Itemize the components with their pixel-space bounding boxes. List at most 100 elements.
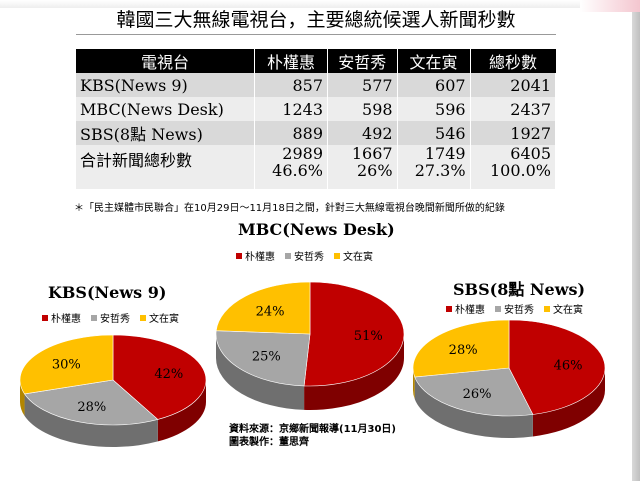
legend-item: 文在寅 — [140, 310, 179, 325]
pie-side-安哲秀 — [414, 376, 533, 438]
pie-side-朴槿惠 — [157, 380, 206, 442]
pie-side-朴槿惠 — [304, 334, 404, 410]
row-label: 合計新聞總秒數 — [76, 145, 255, 189]
table-cell: 546 — [397, 121, 471, 145]
footnote: ＊「民主媒體市民聯合」在10月29日～11月18日之間，針對三大無線電視台晚間新… — [74, 203, 505, 214]
legend-label: 安哲秀 — [294, 252, 324, 263]
chart-title-kbs: KBS(News 9) — [48, 283, 167, 302]
total-value: 2989 — [282, 144, 323, 163]
data-table: 電視台 朴槿惠 安哲秀 文在寅 總秒數 KBS(News 9) 857 577 … — [76, 49, 557, 189]
slide-corner-accent — [580, 0, 640, 12]
header-total: 總秒數 — [470, 49, 556, 73]
pie-data-label: 24% — [256, 304, 285, 319]
legend-item: 安哲秀 — [285, 248, 324, 263]
pie-data-label: 42% — [154, 367, 183, 382]
pie-slice-朴槿惠 — [303, 281, 405, 387]
legend-swatch — [91, 314, 97, 321]
legend-swatch — [236, 252, 242, 259]
slide-top-border — [0, 0, 640, 8]
pie-side-安哲秀 — [216, 334, 305, 410]
header-candidate-2: 安哲秀 — [327, 49, 398, 73]
chart-title-sbs: SBS(8點 News) — [453, 280, 586, 299]
legend-swatch — [544, 305, 550, 312]
pie-data-label: 51% — [354, 329, 383, 344]
pie-chart-kbs: 42% 28% 30% — [19, 334, 207, 447]
row-label: SBS(8點 News) — [76, 121, 255, 145]
legend-item: 安哲秀 — [91, 310, 130, 325]
legend-item: 文在寅 — [334, 248, 373, 263]
row-label: MBC(News Desk) — [76, 97, 255, 121]
pie-data-label: 28% — [449, 343, 478, 358]
table-total-row: 合計新聞總秒數 2989 46.6% 1667 26% 1749 27.3% 6405… — [76, 144, 557, 189]
table-cell: 889 — [254, 121, 328, 145]
header-candidate-1: 朴槿惠 — [254, 49, 328, 73]
source-line: 資料來源：京鄉新聞報導(11月30日) — [229, 424, 396, 435]
table-cell: 6405 100.0% — [470, 144, 557, 189]
total-value: 6405 — [510, 144, 551, 163]
legend-item: 朴槿惠 — [446, 301, 485, 316]
table-cell: 492 — [327, 121, 398, 145]
total-value: 1749 — [424, 144, 466, 163]
table-cell: 596 — [397, 97, 471, 121]
legend-swatch — [495, 305, 501, 312]
row-label: KBS(News 9) — [76, 73, 255, 97]
legend-label: 文在寅 — [149, 314, 179, 325]
legend-item: 朴槿惠 — [236, 248, 275, 263]
legend-swatch — [285, 252, 291, 259]
legend-kbs: 朴槿惠 安哲秀 文在寅 — [42, 310, 179, 325]
legend-swatch — [334, 252, 340, 259]
legend-label: 安哲秀 — [100, 314, 130, 325]
pie-chart-mbc: 51% 25% 24% — [215, 281, 405, 410]
legend-item: 安哲秀 — [495, 301, 534, 316]
total-percent: 46.6% — [272, 161, 323, 180]
legend-sbs: 朴槿惠 安哲秀 文在寅 — [446, 301, 583, 316]
table-cell: 1667 26% — [327, 144, 398, 189]
pie-side-朴槿惠 — [532, 368, 605, 437]
table-cell: 1749 27.3% — [397, 144, 471, 189]
table-header-row: 電視台 朴槿惠 安哲秀 文在寅 總秒數 — [76, 49, 556, 73]
pie-slice-朴槿惠 — [508, 319, 606, 415]
total-percent: 100.0% — [489, 161, 551, 180]
table-cell: 598 — [327, 97, 398, 121]
legend-label: 朴槿惠 — [51, 314, 81, 325]
pie-slice-安哲秀 — [414, 367, 534, 417]
chart-title-mbc: MBC(News Desk) — [238, 220, 395, 239]
total-percent: 26% — [357, 161, 393, 180]
pie-slice-安哲秀 — [215, 330, 311, 387]
legend-label: 朴槿惠 — [245, 252, 275, 263]
table-row: SBS(8點 News) 889 492 546 1927 — [76, 121, 557, 145]
pie-side-文在寅 — [413, 368, 415, 399]
legend-label: 文在寅 — [553, 305, 583, 316]
legend-label: 朴槿惠 — [455, 305, 485, 316]
pie-data-label: 30% — [52, 358, 81, 373]
credit-line: 圖表製作：董思齊 — [229, 437, 309, 448]
table-row: KBS(News 9) 857 577 607 2041 — [76, 73, 557, 97]
pie-data-label: 28% — [77, 400, 106, 415]
table-cell: 2041 — [470, 73, 557, 97]
pie-data-label: 46% — [554, 358, 583, 373]
legend-label: 安哲秀 — [504, 305, 534, 316]
table-cell: 577 — [327, 73, 398, 97]
page-title: 韓國三大無線電視台，主要總統候選人新聞秒數 — [76, 5, 556, 35]
legend-swatch — [140, 314, 146, 321]
legend-mbc: 朴槿惠 安哲秀 文在寅 — [236, 248, 373, 263]
legend-swatch — [42, 314, 48, 321]
total-value: 1667 — [351, 144, 393, 163]
table-cell: 607 — [397, 73, 471, 97]
table-cell: 1927 — [470, 121, 557, 145]
legend-label: 文在寅 — [343, 252, 373, 263]
header-candidate-3: 文在寅 — [397, 49, 471, 73]
header-station: 電視台 — [76, 49, 255, 73]
pie-side-文在寅 — [20, 380, 25, 416]
legend-item: 文在寅 — [544, 301, 583, 316]
legend-swatch — [446, 305, 452, 312]
slide-right-border — [632, 0, 640, 481]
pie-slice-文在寅 — [412, 319, 510, 378]
table-cell: 2989 46.6% — [254, 144, 328, 189]
legend-item: 朴槿惠 — [42, 310, 81, 325]
total-percent: 27.3% — [414, 161, 466, 180]
pie-slice-安哲秀 — [24, 379, 159, 426]
pie-slice-文在寅 — [19, 334, 114, 395]
pie-side-安哲秀 — [24, 393, 158, 447]
pie-slice-文在寅 — [215, 281, 311, 335]
